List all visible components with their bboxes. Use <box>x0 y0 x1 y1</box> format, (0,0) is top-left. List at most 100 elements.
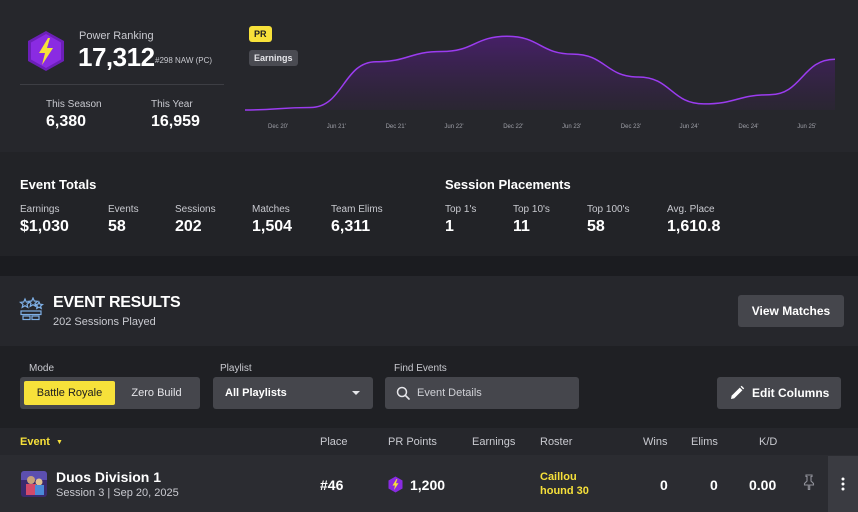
search-icon <box>396 386 410 400</box>
avg-place-label: Avg. Place <box>667 204 715 215</box>
top-1s-label: Top 1's <box>445 204 477 215</box>
table-row[interactable] <box>0 455 858 512</box>
power-ranking-label: Power Ranking <box>79 30 154 42</box>
edit-columns-button[interactable]: Edit Columns <box>717 377 841 409</box>
roster-player-1[interactable]: Caillou <box>540 471 577 483</box>
event-results-subtitle: 202 Sessions Played <box>53 316 156 328</box>
power-ranking-bolt-icon <box>388 476 403 493</box>
event-results-title: EVENT RESULTS <box>53 294 181 311</box>
column-header-kd[interactable]: K/D <box>759 436 778 448</box>
playlist-select-value: All Playlists <box>225 387 287 399</box>
power-ranking-region-rank: #298 NAW (PC) <box>155 56 213 65</box>
top-1s-value: 1 <box>445 218 454 235</box>
power-ranking-bolt-icon <box>28 31 64 71</box>
column-header-pr-points[interactable]: PR Points <box>388 436 437 448</box>
sort-down-icon: ▼ <box>56 439 63 446</box>
view-matches-button[interactable]: View Matches <box>738 295 844 327</box>
this-season-stat: This Season 6,380 <box>46 99 102 131</box>
totals-band <box>0 152 858 256</box>
event-roster[interactable]: Caillou hound 30 <box>540 470 589 498</box>
total-earnings: Earnings $1,030 <box>20 204 69 236</box>
top-100s-label: Top 100's <box>587 204 630 215</box>
playlist-select[interactable]: All Playlists <box>213 377 373 409</box>
avg-place-value: 1,610.8 <box>667 218 721 235</box>
column-header-earnings[interactable]: Earnings <box>472 436 516 448</box>
find-events-search <box>385 377 579 409</box>
this-season-value: 6,380 <box>46 113 87 130</box>
chart-line <box>244 35 836 111</box>
total-events-value: 58 <box>108 218 126 235</box>
trophy-stars-icon <box>18 297 44 321</box>
top-100s: Top 100's 58 <box>587 204 630 236</box>
total-sessions-value: 202 <box>175 218 202 235</box>
chart-pr-toggle[interactable]: PR <box>249 26 272 42</box>
find-events-input[interactable] <box>417 377 575 409</box>
chevron-down-icon <box>352 391 360 395</box>
total-events-label: Events <box>108 204 139 215</box>
column-header-roster[interactable]: Roster <box>540 436 573 448</box>
chart-area <box>245 36 835 110</box>
column-header-place[interactable]: Place <box>320 436 348 448</box>
total-team-elims: Team Elims 6,311 <box>331 204 383 236</box>
chart-x-tick: Dec 20' <box>268 124 289 130</box>
column-header-elims[interactable]: Elims <box>691 436 718 448</box>
chart-x-tick: Dec 24' <box>738 124 759 130</box>
avg-place: Avg. Place 1,610.8 <box>667 204 720 236</box>
event-name[interactable]: Duos Division 1 <box>56 469 162 485</box>
find-events-label: Find Events <box>394 363 447 374</box>
this-year-stat: This Year 16,959 <box>151 99 200 131</box>
top-10s-value: 11 <box>513 218 530 235</box>
total-matches-label: Matches <box>252 204 290 215</box>
edit-columns-label: Edit Columns <box>752 386 830 400</box>
total-earnings-label: Earnings <box>20 204 60 215</box>
chart-x-tick: Dec 21' <box>385 124 406 130</box>
pin-icon[interactable] <box>802 474 816 490</box>
divider <box>20 84 224 85</box>
total-matches-value: 1,504 <box>252 218 293 235</box>
chart-x-tick: Dec 22' <box>503 124 524 130</box>
total-events: Events 58 <box>108 204 139 236</box>
event-totals-title: Event Totals <box>20 177 97 192</box>
panel-gap <box>0 256 858 276</box>
event-wins: 0 <box>660 477 668 493</box>
mode-battle-royale-button[interactable]: Battle Royale <box>24 381 115 405</box>
chart-x-tick: Jun 21' <box>326 124 346 130</box>
top-10s: Top 10's 11 <box>513 204 550 236</box>
chart-earnings-toggle[interactable]: Earnings <box>249 50 298 66</box>
playlist-label: Playlist <box>220 363 252 374</box>
total-earnings-value: $1,030 <box>20 218 69 235</box>
chart-x-tick: Jun 23' <box>562 124 582 130</box>
total-matches: Matches 1,504 <box>252 204 292 236</box>
column-header-event-label: Event <box>20 436 50 448</box>
chart-x-tick: Jun 24' <box>679 124 699 130</box>
top-100s-value: 58 <box>587 218 605 235</box>
mode-zero-build-button[interactable]: Zero Build <box>131 387 182 399</box>
event-elims: 0 <box>710 477 718 493</box>
mode-toggle: Battle Royale Zero Build <box>20 377 200 409</box>
row-more-menu-button[interactable] <box>828 456 858 512</box>
pencil-icon <box>731 385 745 399</box>
event-place: #46 <box>320 477 344 493</box>
session-placements-title: Session Placements <box>445 177 571 192</box>
total-sessions: Sessions 202 <box>175 204 216 236</box>
total-team-elims-value: 6,311 <box>331 218 371 235</box>
event-kd: 0.00 <box>749 477 777 493</box>
event-pr-points: 1,200 <box>410 477 446 493</box>
power-ranking-chart[interactable] <box>240 16 840 140</box>
total-sessions-label: Sessions <box>175 204 216 215</box>
mode-label: Mode <box>29 363 55 374</box>
column-header-wins[interactable]: Wins <box>643 436 668 448</box>
power-ranking-value: 17,312 <box>78 42 155 72</box>
chart-x-tick: Dec 23' <box>620 124 641 130</box>
chart-x-tick: Jun 25' <box>797 124 817 130</box>
chart-x-tick: Jun 22' <box>444 124 464 130</box>
this-year-label: This Year <box>151 99 193 110</box>
top-1s: Top 1's 1 <box>445 204 476 236</box>
more-vertical-icon <box>841 477 845 491</box>
top-10s-label: Top 10's <box>513 204 550 215</box>
event-thumbnail-icon <box>21 471 47 497</box>
column-header-event[interactable]: Event ▼ <box>20 436 63 448</box>
event-session-date: Session 3 | Sep 20, 2025 <box>56 487 179 499</box>
roster-player-2[interactable]: hound 30 <box>540 485 589 497</box>
total-team-elims-label: Team Elims <box>331 204 383 215</box>
